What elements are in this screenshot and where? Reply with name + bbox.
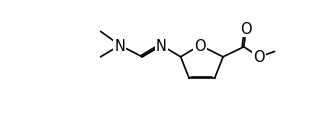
Text: N: N <box>156 38 167 53</box>
Text: O: O <box>240 22 252 36</box>
Text: O: O <box>253 50 265 65</box>
Text: O: O <box>194 38 206 53</box>
Text: N: N <box>115 38 125 53</box>
